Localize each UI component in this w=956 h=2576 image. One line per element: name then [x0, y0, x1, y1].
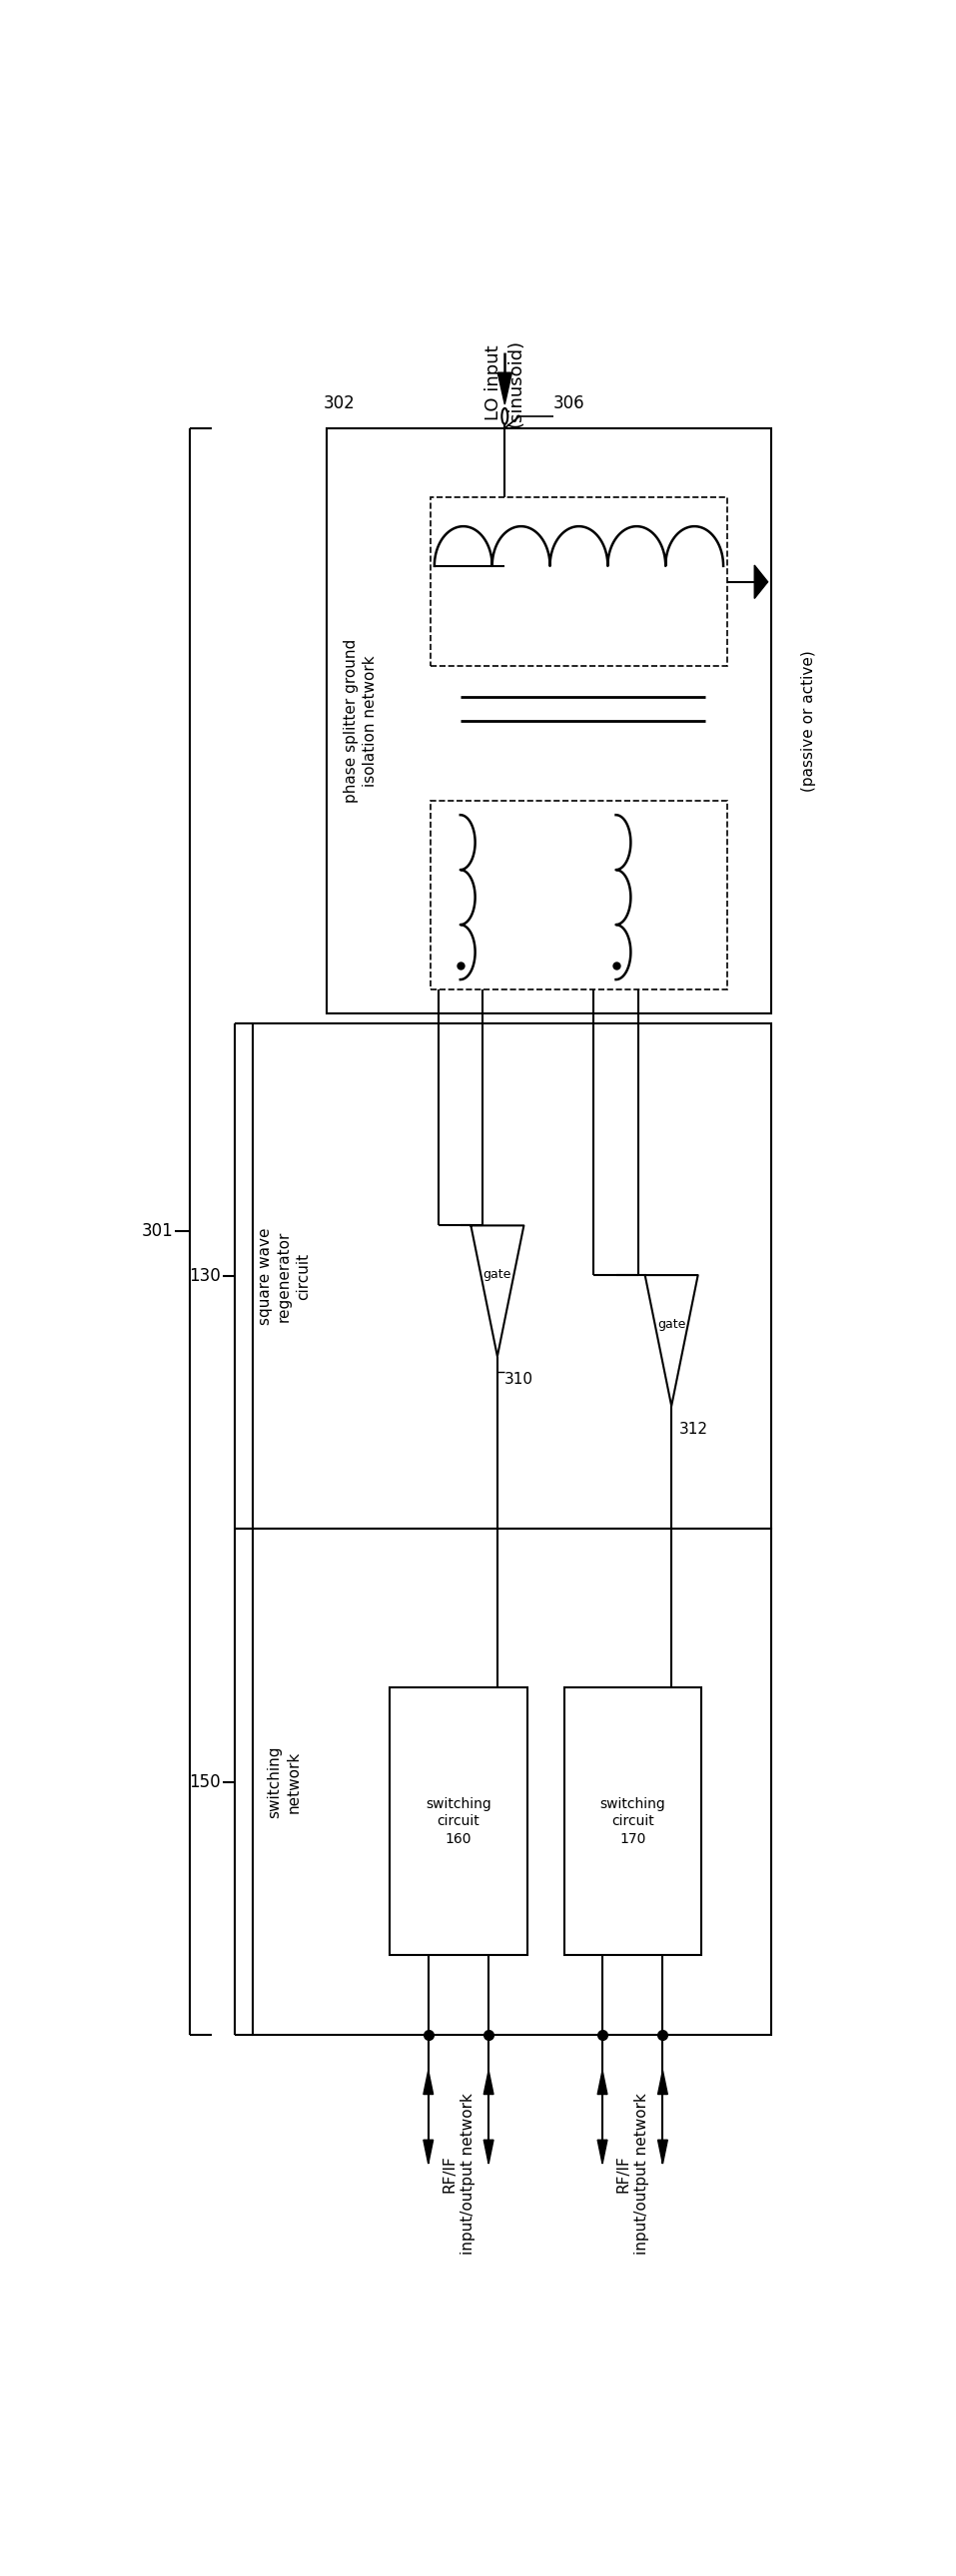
Bar	[431, 497, 728, 667]
Text: gate: gate	[483, 1267, 511, 1280]
Polygon shape	[424, 2141, 433, 2164]
Text: square wave
regenerator
circuit: square wave regenerator circuit	[257, 1226, 311, 1324]
Polygon shape	[484, 2141, 493, 2164]
Polygon shape	[754, 564, 768, 598]
Text: 312: 312	[679, 1422, 707, 1437]
Polygon shape	[484, 2071, 493, 2094]
Text: 130: 130	[189, 1267, 221, 1285]
Polygon shape	[598, 2071, 607, 2094]
Polygon shape	[598, 2141, 607, 2164]
Text: RF/IF
input/output network: RF/IF input/output network	[616, 2092, 649, 2254]
Text: switching
circuit
160: switching circuit 160	[425, 1798, 491, 1847]
Text: (passive or active): (passive or active)	[801, 649, 816, 791]
Text: RF/IF
input/output network: RF/IF input/output network	[442, 2092, 475, 2254]
Circle shape	[502, 410, 508, 425]
Bar	[253, 1530, 771, 2035]
Text: 150: 150	[189, 1772, 221, 1790]
Text: 301: 301	[141, 1224, 174, 1242]
Text: gate: gate	[658, 1319, 685, 1332]
Bar	[253, 1023, 771, 1530]
Text: switching
network: switching network	[267, 1747, 301, 1819]
Polygon shape	[658, 2071, 667, 2094]
Polygon shape	[658, 2141, 667, 2164]
Bar	[327, 428, 771, 1012]
Text: 310: 310	[505, 1373, 533, 1388]
Text: LO input
(sinusoid): LO input (sinusoid)	[485, 340, 525, 428]
Text: 306: 306	[553, 394, 584, 412]
Bar	[390, 1687, 527, 1955]
Polygon shape	[424, 2071, 433, 2094]
Text: phase splitter ground
isolation network: phase splitter ground isolation network	[343, 639, 378, 804]
Text: switching
circuit
170: switching circuit 170	[599, 1798, 665, 1847]
Polygon shape	[498, 374, 511, 404]
Text: 302: 302	[323, 394, 355, 412]
Bar	[431, 801, 728, 989]
Bar	[564, 1687, 701, 1955]
